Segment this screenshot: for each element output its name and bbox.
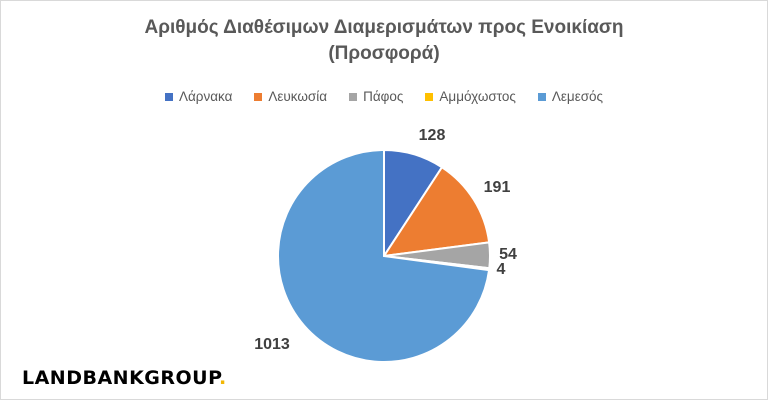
legend-swatch — [164, 92, 173, 101]
legend-item-larnaca: Λάρνακα — [164, 89, 233, 104]
legend-item-nicosia: Λευκωσία — [254, 89, 327, 104]
legend-label: Αμμόχωστος — [439, 89, 516, 104]
slice-nicosia — [381, 165, 491, 258]
slice-limassol — [277, 148, 491, 363]
legend-swatch — [425, 92, 434, 101]
legend-label: Λεμεσός — [551, 89, 604, 104]
legend-label: Πάφος — [363, 89, 404, 104]
logo-dot: . — [219, 367, 227, 389]
chart-legend: Λάρνακα Λευκωσία Πάφος Αμμόχωστος Λεμεσό… — [0, 89, 768, 104]
data-label: 191 — [484, 179, 511, 196]
legend-item-paphos: Πάφος — [349, 89, 403, 104]
data-label: 1013 — [254, 336, 290, 353]
legend-item-limassol: Λεμεσός — [537, 89, 604, 104]
legend-swatch — [254, 92, 263, 101]
legend-swatch — [537, 92, 546, 101]
logo-text: LANDBANKGROUP — [22, 367, 220, 389]
legend-item-famagusta: Αμμόχωστος — [425, 89, 516, 104]
data-label: 4 — [497, 261, 506, 278]
legend-swatch — [349, 92, 358, 101]
landbank-logo: LANDBANKGROUP. — [22, 367, 227, 389]
chart-subtitle: (Προσφορά) — [328, 43, 440, 64]
legend-label: Λευκωσία — [268, 89, 328, 104]
legend-label: Λάρνακα — [178, 89, 233, 104]
data-label: 128 — [419, 127, 446, 144]
chart-title: Αριθμός Διαθέσιμων Διαμερισμάτων προς Εν… — [144, 17, 624, 38]
data-label: 54 — [499, 246, 517, 263]
